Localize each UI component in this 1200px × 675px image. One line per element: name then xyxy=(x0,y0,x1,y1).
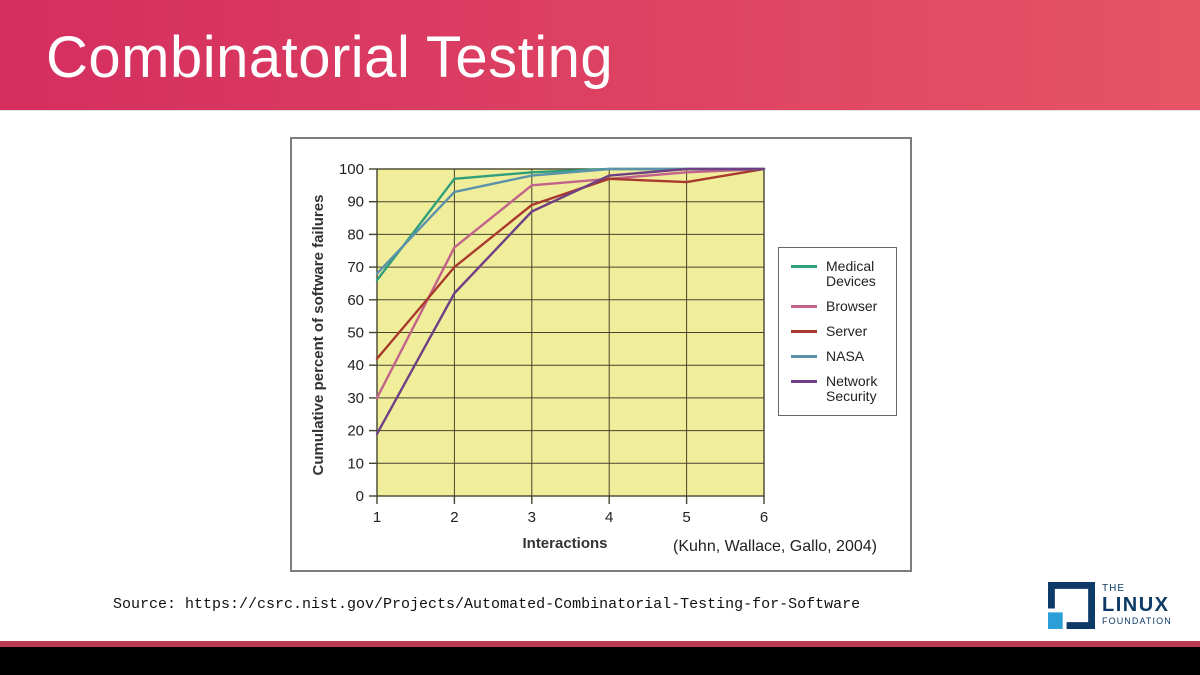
chart-plot: 0 10 20 30 40 50 60 70 80 90 100 1 2 3 4 5 6 xyxy=(339,161,768,526)
x-tick-label: 3 xyxy=(528,509,536,526)
legend-label: Network Security xyxy=(826,372,878,404)
series-line-browser xyxy=(375,167,766,400)
title-banner: Combinatorial Testing xyxy=(0,0,1200,111)
logo-bracket-dark-shape xyxy=(1048,582,1095,629)
footer-bar xyxy=(0,647,1200,675)
y-tick-label: 20 xyxy=(347,423,364,440)
y-tick-label: 0 xyxy=(356,488,364,505)
legend-item-browser: Browser xyxy=(791,297,892,314)
legend-label: Medical Devices xyxy=(826,258,876,289)
y-tick-label: 40 xyxy=(347,357,364,374)
x-tick-label: 1 xyxy=(373,509,381,526)
source-link[interactable]: Source: https://csrc.nist.gov/Projects/A… xyxy=(113,596,861,613)
linux-foundation-logo: THE LINUX FOUNDATION xyxy=(1048,582,1172,629)
y-axis-title: Cumulative percent of software failures xyxy=(310,194,327,476)
logo-linux-text: LINUX xyxy=(1102,594,1170,616)
legend-swatch xyxy=(791,265,817,268)
footer-accent-line xyxy=(0,641,1200,647)
legend-swatch xyxy=(791,329,817,333)
logo-wordmark: THE LINUX FOUNDATION xyxy=(1102,582,1172,626)
x-axis-title: Interactions xyxy=(522,535,608,552)
legend-item-medical-devices: Medical Devices xyxy=(791,259,892,289)
legend-item-network-security: Network Security xyxy=(791,372,892,404)
legend-item-nasa: NASA xyxy=(791,347,892,364)
y-tick-label: 50 xyxy=(347,325,364,342)
x-tick-label: 4 xyxy=(605,509,613,526)
slide-title: Combinatorial Testing xyxy=(46,25,614,90)
y-tick-label: 80 xyxy=(347,226,364,243)
y-tick-label: 10 xyxy=(347,455,364,472)
chart-legend: Medical Devices Browser Server NASA Network … xyxy=(778,247,897,416)
series-line-server xyxy=(375,167,766,360)
linux-foundation-logo-icon xyxy=(1048,582,1095,629)
x-tick-label: 6 xyxy=(760,509,768,526)
legend-swatch xyxy=(791,304,817,308)
y-tick-label: 30 xyxy=(347,390,364,407)
y-tick-label: 60 xyxy=(347,292,364,309)
legend-label: NASA xyxy=(826,347,865,364)
chart-figure: 0 10 20 30 40 50 60 70 80 90 100 1 2 3 4 5 6 Cumulative … xyxy=(290,137,912,572)
x-tick-label: 2 xyxy=(450,509,458,526)
legend-swatch xyxy=(791,379,817,383)
series-line-network-security xyxy=(375,167,766,436)
y-tick-label: 70 xyxy=(347,259,364,276)
legend-swatch xyxy=(791,354,817,358)
legend-item-server: Server xyxy=(791,322,892,339)
legend-label: Server xyxy=(826,322,868,339)
logo-foundation-text: FOUNDATION xyxy=(1102,616,1172,626)
y-tick-label: 90 xyxy=(347,194,364,211)
logo-the-text: THE xyxy=(1102,583,1125,594)
chart-citation: (Kuhn, Wallace, Gallo, 2004) xyxy=(673,538,877,555)
logo-bracket-light-square xyxy=(1048,612,1063,629)
legend-label: Browser xyxy=(826,297,878,314)
plot-border xyxy=(376,168,765,497)
x-tick-label: 5 xyxy=(682,509,690,526)
y-tick-label: 100 xyxy=(339,161,364,178)
